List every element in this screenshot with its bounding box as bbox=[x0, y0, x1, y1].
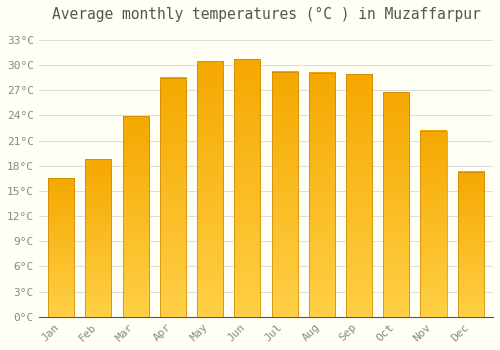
Bar bbox=[122, 116, 148, 317]
Bar bbox=[420, 131, 446, 317]
Bar bbox=[197, 61, 223, 317]
Title: Average monthly temperatures (°C ) in Muzaffarpur: Average monthly temperatures (°C ) in Mu… bbox=[52, 7, 480, 22]
Bar bbox=[48, 178, 74, 317]
Bar bbox=[160, 78, 186, 317]
Bar bbox=[383, 92, 409, 317]
Bar bbox=[86, 159, 112, 317]
Bar bbox=[458, 172, 483, 317]
Bar bbox=[272, 72, 297, 317]
Bar bbox=[308, 72, 335, 317]
Bar bbox=[346, 74, 372, 317]
Bar bbox=[234, 59, 260, 317]
